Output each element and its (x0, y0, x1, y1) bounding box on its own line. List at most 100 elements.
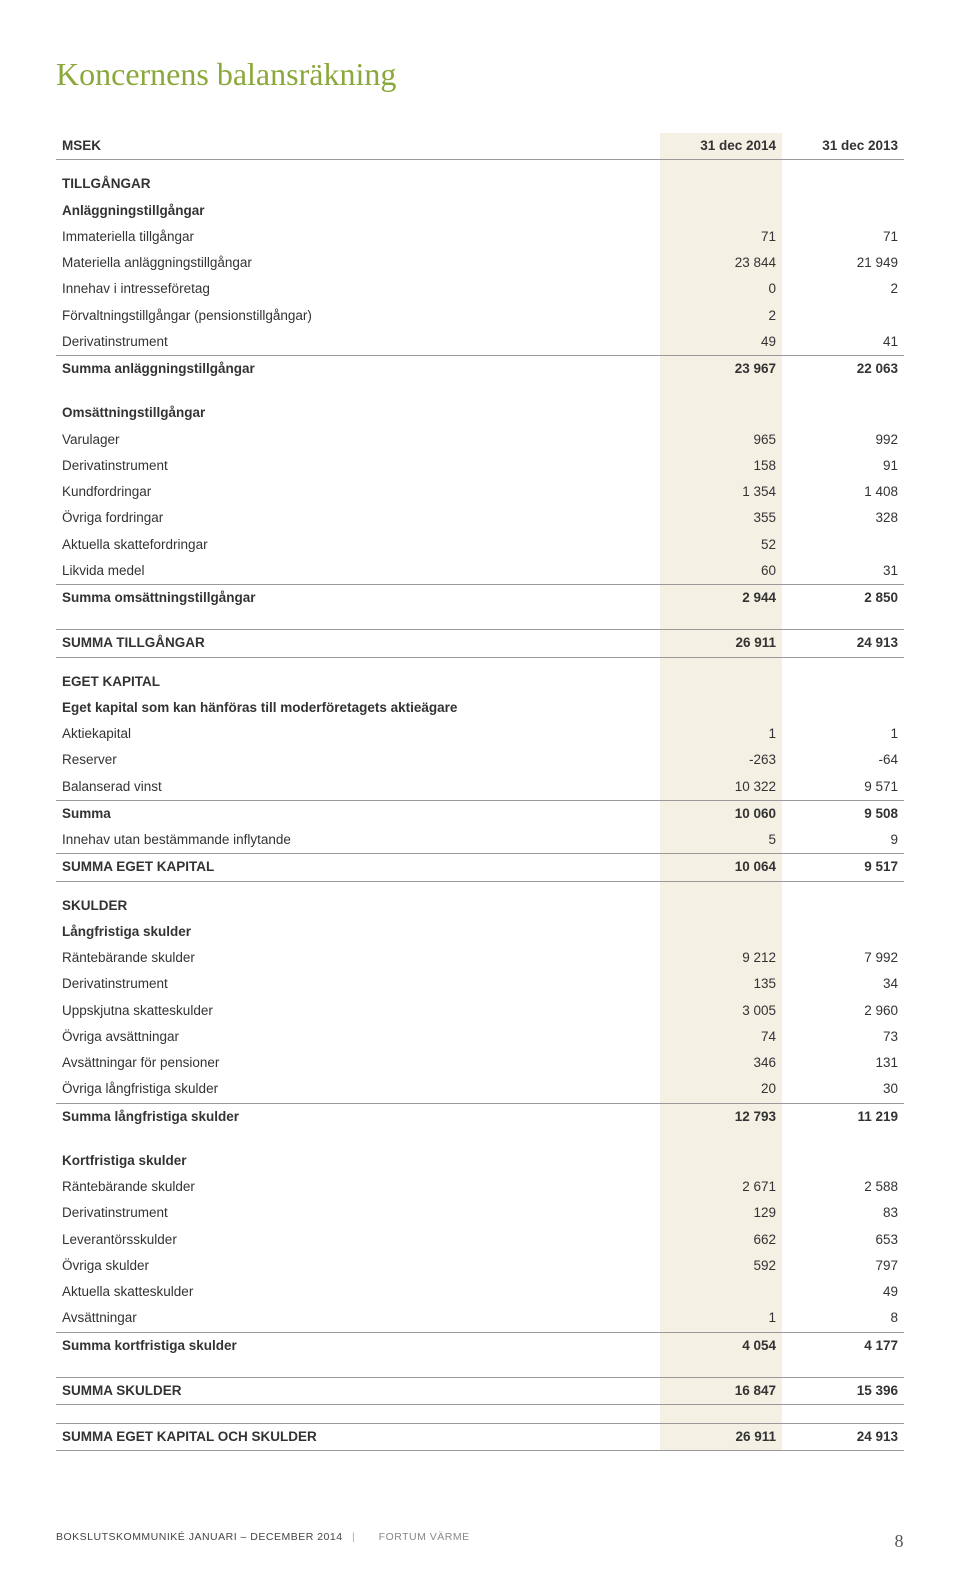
cell-c1: 60 (660, 558, 782, 585)
table-row: Innehav i intresseföretag02 (56, 276, 904, 302)
cell-c2 (782, 532, 904, 558)
table-row: Varulager965992 (56, 427, 904, 453)
cell-c1: -263 (660, 747, 782, 773)
row-label: Immateriella tillgångar (56, 224, 660, 250)
cell-c1: 2 671 (660, 1174, 782, 1200)
section-label: EGET KAPITAL (56, 657, 660, 695)
footer-left: BOKSLUTSKOMMUNIKÉ JANUARI – DECEMBER 201… (56, 1531, 343, 1543)
row-label: Avsättningar för pensioner (56, 1050, 660, 1076)
table-row: Räntebärande skulder2 6712 588 (56, 1174, 904, 1200)
cell-c2: 22 063 (782, 356, 904, 383)
row-label: Aktuella skattefordringar (56, 532, 660, 558)
cell-c1: 9 212 (660, 945, 782, 971)
sum-row: Summa kortfristiga skulder4 0544 177 (56, 1332, 904, 1359)
row-label: Innehav utan bestämmande inflytande (56, 827, 660, 854)
row-label: Kundfordringar (56, 479, 660, 505)
section-label: SKULDER (56, 881, 660, 919)
cell-c2: 21 949 (782, 250, 904, 276)
subheading-row: Anläggningstillgångar (56, 198, 904, 224)
sum-row: Summa långfristiga skulder12 79311 219 (56, 1103, 904, 1130)
cell-c2: 83 (782, 1200, 904, 1226)
table-header-row: MSEK 31 dec 2014 31 dec 2013 (56, 133, 904, 160)
row-label: Övriga långfristiga skulder (56, 1076, 660, 1103)
cell-c1: 10 060 (660, 800, 782, 827)
cell-c2: 131 (782, 1050, 904, 1076)
cell-c1: 0 (660, 276, 782, 302)
cell-c2: 2 850 (782, 585, 904, 612)
cell-c2: 71 (782, 224, 904, 250)
subheading-row: Omsättningstillgångar (56, 400, 904, 426)
row-label: Reserver (56, 747, 660, 773)
cell-c1: 26 911 (660, 1424, 782, 1451)
cell-c2: 24 913 (782, 630, 904, 657)
balance-sheet-table: MSEK 31 dec 2014 31 dec 2013 TILLGÅNGAR … (56, 133, 904, 1451)
subheading-row: Kortfristiga skulder (56, 1148, 904, 1174)
cell-c2: 9 517 (782, 854, 904, 881)
cell-c1: 2 (660, 303, 782, 329)
cell-c2: 41 (782, 329, 904, 356)
table-row: Övriga långfristiga skulder2030 (56, 1076, 904, 1103)
page-number: 8 (895, 1531, 905, 1552)
cell-c2: 2 (782, 276, 904, 302)
row-label: Likvida medel (56, 558, 660, 585)
cell-c1: 16 847 (660, 1377, 782, 1404)
cell-c1: 10 322 (660, 774, 782, 801)
table-row: Derivatinstrument4941 (56, 329, 904, 356)
cell-c2: 34 (782, 971, 904, 997)
sum-label: Summa kortfristiga skulder (56, 1332, 660, 1359)
cell-c2: 4 177 (782, 1332, 904, 1359)
col-2014: 31 dec 2014 (660, 133, 782, 160)
sum-label: Summa (56, 800, 660, 827)
page-title: Koncernens balansräkning (56, 56, 904, 93)
row-label: Derivatinstrument (56, 1200, 660, 1226)
cell-c2: 11 219 (782, 1103, 904, 1130)
cell-c2: 9 (782, 827, 904, 854)
footer-brand: FORTUM VÄRME (379, 1531, 470, 1543)
sum-label: Summa anläggningstillgångar (56, 356, 660, 383)
cell-c1: 135 (660, 971, 782, 997)
row-label: Derivatinstrument (56, 971, 660, 997)
sum-row: Summa10 0609 508 (56, 800, 904, 827)
table-row: Övriga fordringar355328 (56, 505, 904, 531)
cell-c1 (660, 1279, 782, 1305)
cell-c1: 71 (660, 224, 782, 250)
row-label: Balanserad vinst (56, 774, 660, 801)
cell-c1: 129 (660, 1200, 782, 1226)
col-label: MSEK (56, 133, 660, 160)
cell-c1: 965 (660, 427, 782, 453)
cell-c1: 52 (660, 532, 782, 558)
table-row: Materiella anläggningstillgångar23 84421… (56, 250, 904, 276)
grand-total-row: SUMMA EGET KAPITAL OCH SKULDER26 91124 9… (56, 1424, 904, 1451)
table-row: Derivatinstrument12983 (56, 1200, 904, 1226)
cell-c1: 1 (660, 1305, 782, 1332)
total-label: SUMMA EGET KAPITAL OCH SKULDER (56, 1424, 660, 1451)
cell-c2: 30 (782, 1076, 904, 1103)
cell-c2: 992 (782, 427, 904, 453)
cell-c2: 328 (782, 505, 904, 531)
cell-c1: 662 (660, 1227, 782, 1253)
cell-c2: 1 (782, 721, 904, 747)
cell-c2: 24 913 (782, 1424, 904, 1451)
table-row: Avsättningar18 (56, 1305, 904, 1332)
section-heading: EGET KAPITAL (56, 657, 904, 695)
section-total-row: SUMMA TILLGÅNGAR26 91124 913 (56, 630, 904, 657)
section-heading: TILLGÅNGAR (56, 160, 904, 198)
table-row: Förvaltningstillgångar (pensionstillgång… (56, 303, 904, 329)
cell-c1: 12 793 (660, 1103, 782, 1130)
row-label: Förvaltningstillgångar (pensionstillgång… (56, 303, 660, 329)
cell-c2: 797 (782, 1253, 904, 1279)
footer-separator-icon: | (352, 1531, 355, 1543)
cell-c2: 8 (782, 1305, 904, 1332)
cell-c1: 3 005 (660, 998, 782, 1024)
sum-label: Summa omsättningstillgångar (56, 585, 660, 612)
section-total-row: SUMMA EGET KAPITAL10 0649 517 (56, 854, 904, 881)
row-label: Innehav i intresseföretag (56, 276, 660, 302)
cell-c1: 4 054 (660, 1332, 782, 1359)
table-row: Räntebärande skulder9 2127 992 (56, 945, 904, 971)
cell-c1: 23 844 (660, 250, 782, 276)
total-label: SUMMA EGET KAPITAL (56, 854, 660, 881)
cell-c2: 49 (782, 1279, 904, 1305)
row-label: Leverantörsskulder (56, 1227, 660, 1253)
row-label: Uppskjutna skatteskulder (56, 998, 660, 1024)
sum-label: Summa långfristiga skulder (56, 1103, 660, 1130)
